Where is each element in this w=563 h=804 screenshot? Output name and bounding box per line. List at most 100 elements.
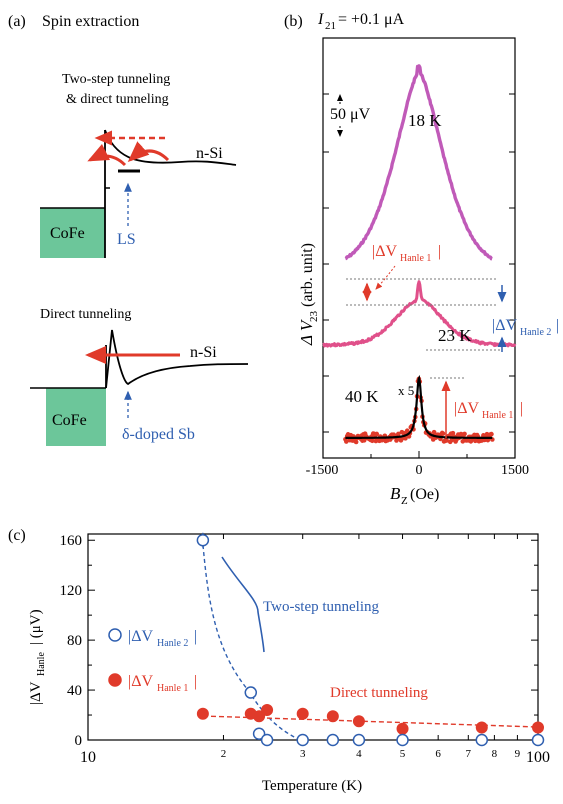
hanle2-point [326,733,340,747]
hanle1-point [475,721,488,734]
legend-hanle1-marker [108,673,122,687]
hanle1-point [261,704,274,717]
top-caption-line1: Two-step tunneling [62,72,170,87]
series-40k-point [462,431,467,437]
panel-b-ticks [322,93,516,458]
panel-b: (b) I 21 = +0.1 μA -1500 0 1500 B Z (Oe)… [284,11,559,507]
svg-text:|ΔV: |ΔV [372,243,397,260]
bottom-caption: Direct tunneling [40,307,131,322]
series-40k-point [361,438,367,443]
hanle2-point [196,533,210,547]
b-xlabel-sub: Z [401,495,408,507]
panel-a-label: (a) [8,13,26,30]
series-23k-label: 23 K [438,326,472,345]
two-step-guide [221,556,265,653]
b-ylabel-main: Δ V [297,318,316,346]
svg-text:|: | [520,400,523,417]
svg-text:Hanle: Hanle [36,652,47,676]
c-xtick-label: 10 [80,749,96,766]
hanle2-point [260,733,274,747]
series-40k-point [440,431,446,436]
bottom-cofe-label: CoFe [52,412,87,429]
c-xtick-label: 4 [356,748,362,760]
c-xtick-label: 100 [526,749,550,766]
b-xlabel: B Z (Oe) [390,484,439,507]
top-cofe-label: CoFe [50,225,85,242]
panel-c: (c) 0 40 80 120 160 10 2 3 4 5 6 7 8 9 100 |ΔV Hanle … [8,527,550,794]
annotation-direct: Direct tunneling [330,685,428,701]
hanle2-point [396,733,409,747]
top-curved-arrow-right [127,141,170,163]
c-xtick-label: 3 [300,748,306,760]
series-40k-fit [345,374,493,439]
legend-hanle1-label: |ΔV [128,673,153,690]
c-ytick-label: 120 [60,583,83,599]
c-ytick-label: 40 [67,683,82,699]
series-18k-label: 18 K [408,111,442,130]
b-ylabel-units: (arb. unit) [299,243,316,307]
top-caption-line2: & direct tunneling [66,92,169,107]
c-xtick-label: 6 [435,748,441,760]
series-40k-point [369,438,375,444]
series-40k-point [403,436,408,441]
svg-text:Hanle 1: Hanle 1 [482,410,513,421]
bottom-cofe-block [46,388,106,446]
series-40k-point [343,439,349,444]
hanle1-point [352,715,365,728]
series-40k-label: 40 K [345,387,379,406]
bottom-band-curve [105,329,249,389]
svg-text:|ΔV: |ΔV [454,400,479,417]
hanle1-point [296,707,309,720]
hanle1-point [253,710,266,723]
hanle2-point [475,733,489,747]
hanle1-point [196,707,209,720]
hanle2-point [352,733,366,747]
top-ls-label: LS [117,231,136,248]
b-xtick-neg: -1500 [306,463,339,478]
svg-text:|: | [556,317,559,334]
svg-text:Hanle 2: Hanle 2 [157,638,188,649]
hanle1-point [396,722,409,735]
panel-b-label: (b) [284,13,303,30]
svg-text:Hanle 2: Hanle 2 [520,327,551,338]
hanle1-bottom-label: |ΔV Hanle 1 | [454,400,523,421]
current-label: I [317,11,324,28]
series-40k-point [395,431,401,437]
svg-text:|: | [438,243,441,260]
legend-hanle2-marker [108,628,122,642]
series-40k-point [353,439,359,445]
hanle2-point [252,727,266,741]
top-band-curve [104,129,237,166]
c-xtick-label: 9 [515,748,521,760]
annotation-two-step: Two-step tunneling [263,599,380,615]
svg-text:Hanle 1: Hanle 1 [400,253,431,264]
svg-text:|: | [194,628,197,645]
svg-text:Hanle 1: Hanle 1 [157,683,188,694]
current-sub: 21 [325,20,336,32]
b-ylabel: Δ V 23 (arb. unit) [297,243,320,346]
series-40k-point [374,431,380,437]
svg-text:|ΔV: |ΔV [28,681,44,705]
svg-text:| (μV): | (μV) [28,609,44,645]
b-ylabel-sub: 23 [308,311,320,323]
c-xtick-label: 2 [221,748,227,760]
panel-c-label: (c) [8,527,26,544]
series-18k-line [344,64,493,261]
svg-text:|: | [194,673,197,690]
panel-a: (a) Spin extraction Two-step tunneling &… [8,13,249,446]
c-ytick-label: 160 [60,533,83,549]
scale-bar-label: 50 μV [330,106,371,123]
svg-text:|ΔV: |ΔV [492,317,517,334]
b-xtick-pos: 1500 [501,463,529,478]
c-xtick-label: 5 [400,748,406,760]
panel-c-ticks [87,534,539,741]
hanle2-point [531,733,545,747]
hanle1-point [532,721,544,734]
bottom-sb-label: δ-doped Sb [122,426,195,443]
c-xtick-label: 8 [492,748,498,760]
b-xtick-zero: 0 [416,463,423,478]
panel-c-x-tick-labels: 10 2 3 4 5 6 7 8 9 100 [80,748,550,766]
hanle2-point [296,733,309,747]
top-curved-arrow-left [87,143,127,167]
